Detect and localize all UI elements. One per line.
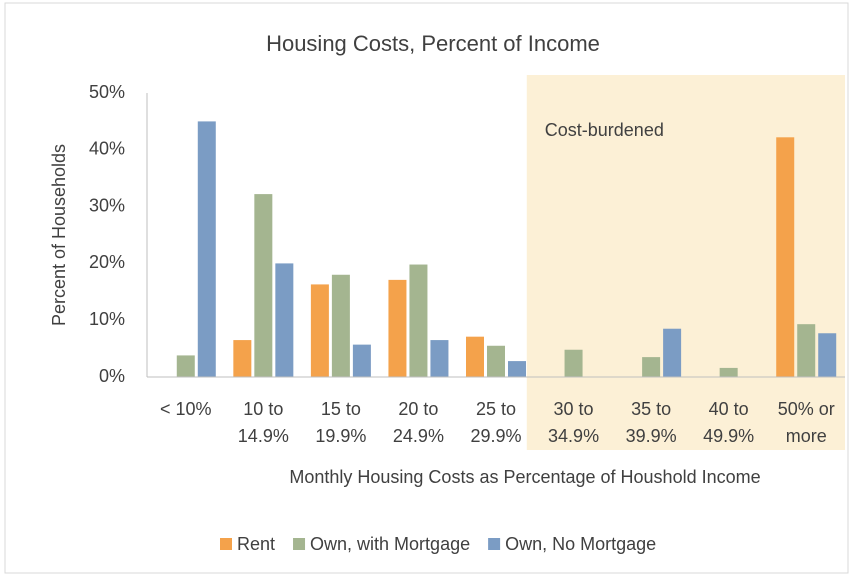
x-tick-label: 40 to: [709, 399, 749, 419]
bar: [430, 340, 449, 377]
bar: [719, 367, 738, 377]
bar: [331, 274, 350, 377]
bar: [176, 355, 195, 377]
bar: [388, 279, 407, 377]
legend-label: Own, with Mortgage: [310, 534, 470, 554]
bar: [233, 340, 252, 377]
bar: [508, 361, 526, 377]
bar: [409, 264, 428, 377]
bar: [642, 357, 661, 377]
bar: [564, 349, 583, 377]
legend-swatch: [220, 538, 232, 550]
x-tick-label: 19.9%: [315, 426, 366, 446]
x-tick-label: 50% or: [778, 399, 835, 419]
bar: [310, 284, 329, 377]
bar: [352, 344, 371, 377]
x-tick-label: 20 to: [398, 399, 438, 419]
x-tick-label: 30 to: [554, 399, 594, 419]
x-tick-label: < 10%: [160, 399, 212, 419]
chart-title: Housing Costs, Percent of Income: [266, 31, 600, 56]
bar: [797, 324, 816, 377]
legend-swatch: [488, 538, 501, 550]
legend-swatch: [293, 538, 306, 550]
bar: [197, 121, 216, 378]
x-axis-title: Monthly Housing Costs as Percentage of H…: [289, 467, 760, 487]
x-tick-label: 49.9%: [703, 426, 754, 446]
bar: [663, 328, 682, 377]
x-tick-label: 35 to: [631, 399, 671, 419]
x-tick-label: more: [786, 426, 827, 446]
legend-label: Own, No Mortgage: [505, 534, 656, 554]
legend-label: Rent: [237, 534, 275, 554]
x-tick-label: 29.9%: [470, 426, 521, 446]
x-tick-label: 34.9%: [548, 426, 599, 446]
bar: [275, 263, 294, 377]
highlight-label: Cost-burdened: [545, 120, 664, 140]
x-tick-label: 24.9%: [393, 426, 444, 446]
bar: [776, 137, 795, 377]
x-tick-label: 14.9%: [238, 426, 289, 446]
x-tick-label: 15 to: [321, 399, 361, 419]
bar: [466, 336, 484, 377]
bar: [487, 345, 505, 377]
x-tick-label: 39.9%: [626, 426, 677, 446]
bar: [818, 333, 837, 377]
x-tick-label: 10 to: [243, 399, 283, 419]
y-tick-label: 20%: [89, 252, 125, 272]
y-tick-label: 40%: [89, 139, 125, 159]
y-tick-label: 30%: [89, 195, 125, 215]
y-tick-label: 10%: [89, 309, 125, 329]
y-axis-title: Percent of Households: [49, 144, 69, 326]
bar: [254, 194, 273, 377]
y-tick-label: 50%: [89, 82, 125, 102]
x-tick-label: 25 to: [476, 399, 516, 419]
highlight-layer: Cost-burdened: [526, 75, 845, 450]
y-tick-label: 0%: [99, 366, 125, 386]
